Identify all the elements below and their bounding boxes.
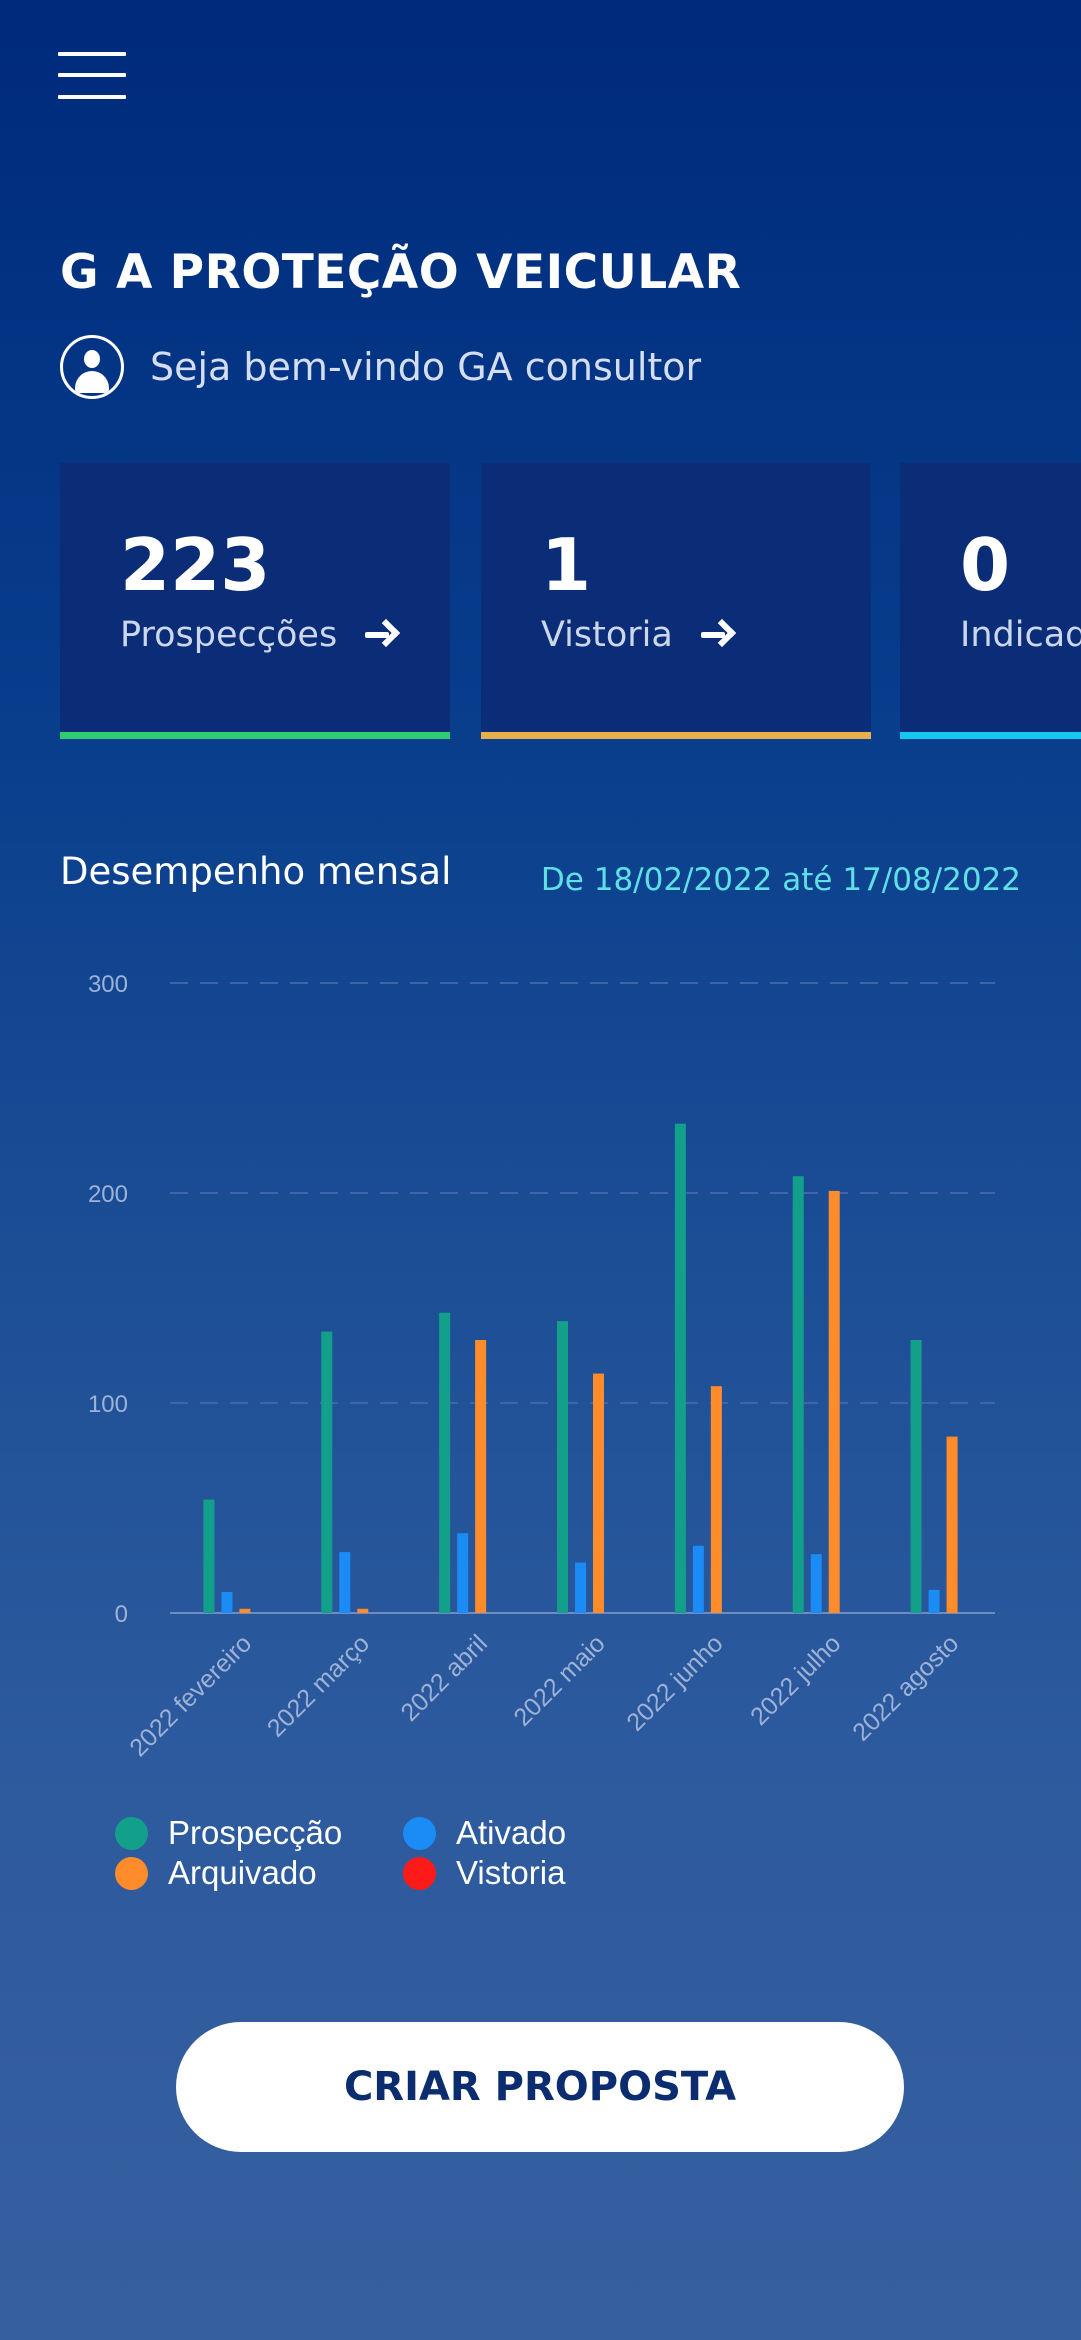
x-tick-label: 2022 agosto xyxy=(847,1629,964,1746)
card-count: 1 xyxy=(541,523,592,607)
legend-item-prospeccao[interactable]: Prospecção xyxy=(115,1814,403,1851)
card-count: 0 xyxy=(960,523,1011,607)
y-tick-label: 300 xyxy=(88,971,128,998)
card-label-row: Prospecções xyxy=(120,615,395,655)
card-count: 223 xyxy=(120,523,271,607)
card-label: Vistoria xyxy=(541,615,673,655)
bar-prospeccao xyxy=(674,1123,686,1613)
card-label-row: Vistoria xyxy=(541,615,731,655)
menu-line xyxy=(58,73,126,77)
bar-prospeccao xyxy=(910,1340,922,1613)
welcome-row: Seja bem-vindo GA consultor xyxy=(60,334,701,400)
bar-prospeccao xyxy=(792,1176,804,1613)
card-label: Indicados xyxy=(960,615,1081,655)
card-vistoria[interactable]: 1 Vistoria xyxy=(481,463,871,739)
y-tick-label: 100 xyxy=(88,1391,128,1418)
monthly-performance-chart: 0 100 200 300 2022 fevereiro 2022 março 2022 a… xyxy=(0,950,1081,1780)
legend-label: Ativado xyxy=(456,1814,567,1851)
card-prospeccoes[interactable]: 223 Prospecções xyxy=(60,463,450,739)
card-label-row: Indicados xyxy=(960,615,1081,655)
chart-legend: Prospecção Ativado Arquivado Vistoria xyxy=(115,1814,675,1891)
x-tick-label: 2022 junho xyxy=(621,1629,728,1736)
legend-dot xyxy=(403,1856,436,1890)
bar-arquivado xyxy=(239,1608,251,1613)
y-tick-label: 0 xyxy=(115,1601,128,1628)
arrow-right-icon xyxy=(365,621,395,649)
avatar-head xyxy=(84,350,100,368)
bar-prospeccao xyxy=(439,1312,451,1613)
bar-ativado xyxy=(575,1562,586,1613)
legend-item-ativado[interactable]: Ativado xyxy=(403,1814,675,1851)
legend-label: Arquivado xyxy=(168,1854,317,1891)
bar-arquivado xyxy=(946,1436,958,1613)
legend-item-vistoria[interactable]: Vistoria xyxy=(403,1854,675,1891)
arrow-right-icon xyxy=(700,621,731,649)
menu-line xyxy=(58,95,126,99)
bar-prospeccao xyxy=(557,1321,568,1613)
performance-date-range: De 18/02/2022 até 17/08/2022 xyxy=(540,862,1021,898)
bar-ativado xyxy=(810,1554,822,1613)
welcome-text: Seja bem-vindo GA consultor xyxy=(150,345,702,389)
legend-dot xyxy=(115,1816,148,1850)
summary-cards: 223 Prospecções 1 Vistoria 0 Indicados xyxy=(60,463,1081,739)
card-label: Prospecções xyxy=(120,615,338,655)
user-circle-icon xyxy=(60,335,124,399)
x-tick-label: 2022 abril xyxy=(395,1629,492,1726)
card-accent-bar xyxy=(900,732,1081,739)
bar-arquivado xyxy=(593,1373,604,1613)
bar-arquivado xyxy=(475,1340,487,1613)
bar-ativado xyxy=(221,1592,233,1613)
x-tick-label: 2022 maio xyxy=(508,1629,610,1731)
avatar-body xyxy=(75,371,109,393)
x-tick-label: 2022 julho xyxy=(745,1629,846,1730)
legend-label: Prospecção xyxy=(168,1814,343,1851)
legend-dot xyxy=(403,1816,436,1850)
menu-line xyxy=(58,52,126,56)
legend-label: Vistoria xyxy=(456,1854,566,1891)
legend-item-arquivado[interactable]: Arquivado xyxy=(115,1854,403,1891)
bar-ativado xyxy=(928,1589,940,1613)
legend-dot xyxy=(115,1856,148,1890)
bar-arquivado xyxy=(828,1190,840,1613)
card-accent-bar xyxy=(60,732,450,739)
bar-arquivado xyxy=(710,1386,722,1613)
bar-ativado xyxy=(457,1533,469,1613)
bar-prospeccao xyxy=(321,1331,333,1613)
bar-ativado xyxy=(339,1552,351,1613)
create-proposal-button[interactable]: CRIAR PROPOSTA xyxy=(176,2022,904,2152)
bar-prospeccao xyxy=(203,1499,215,1613)
app-title: G A PROTEÇÃO VEICULAR xyxy=(60,245,742,300)
card-indicados[interactable]: 0 Indicados xyxy=(900,463,1081,739)
card-accent-bar xyxy=(481,732,871,739)
performance-title: Desempenho mensal xyxy=(60,850,452,893)
bar-arquivado xyxy=(357,1608,369,1613)
x-tick-label: 2022 fevereiro xyxy=(124,1629,257,1762)
x-tick-label: 2022 março xyxy=(262,1629,375,1742)
hamburger-menu-icon[interactable] xyxy=(58,52,126,100)
bar-ativado xyxy=(692,1545,704,1613)
y-tick-label: 200 xyxy=(88,1181,128,1208)
